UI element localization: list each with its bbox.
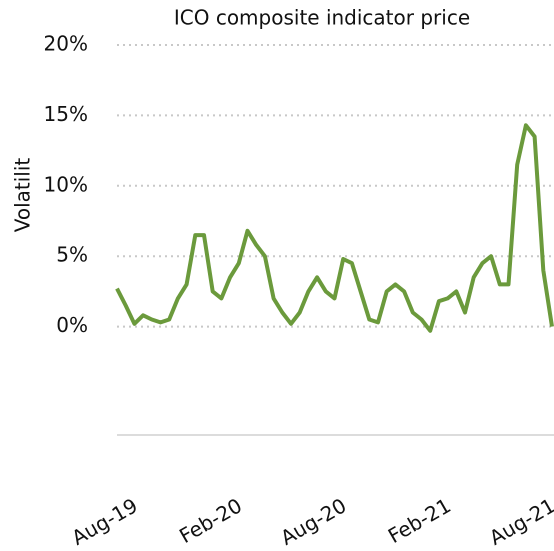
y-axis-label: Volatilit [11,158,35,233]
x-tick-label: Aug-21 [485,493,554,550]
y-tick-label: 10% [44,172,88,196]
y-tick-label: 20% [44,32,88,56]
x-tick-label: Aug-19 [68,493,142,550]
data-line [115,123,554,333]
chart-title: ICO composite indicator price [174,6,470,30]
x-tick-label: Aug-20 [276,493,350,550]
x-tick-label: Feb-21 [384,493,455,548]
y-tick-label: 0% [56,313,88,337]
y-tick-label: 15% [44,102,88,126]
y-tick-label: 5% [56,243,88,267]
x-tick-label: Feb-20 [175,493,246,548]
